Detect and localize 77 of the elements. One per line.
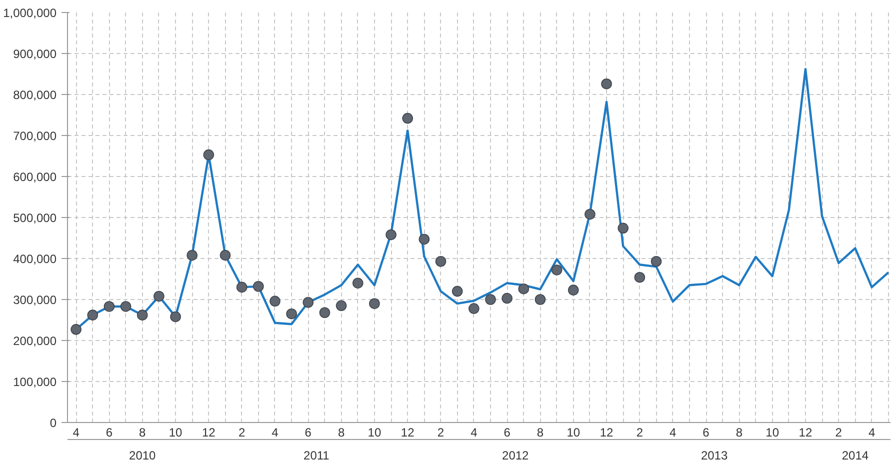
point bbox=[568, 284, 579, 296]
x-tick-label: 10 bbox=[766, 426, 780, 440]
point bbox=[70, 324, 82, 335]
y-tick-label: 1,000,000 bbox=[3, 6, 57, 20]
point bbox=[618, 222, 629, 234]
point bbox=[634, 272, 646, 283]
point bbox=[87, 310, 98, 320]
point bbox=[104, 301, 115, 312]
x-tick-label: 4 bbox=[670, 426, 677, 440]
x-tick-label: 8 bbox=[536, 426, 544, 440]
x-tick-label: 6 bbox=[106, 426, 113, 440]
point bbox=[534, 294, 546, 305]
x-tick-label: 8 bbox=[338, 426, 345, 440]
point bbox=[136, 310, 148, 320]
x-tick-label: 4 bbox=[272, 426, 279, 440]
x-tick-label: 10 bbox=[168, 426, 183, 440]
point bbox=[468, 303, 480, 314]
x-tick-label: 12 bbox=[798, 426, 812, 440]
x-tick-label: 6 bbox=[702, 426, 710, 440]
point bbox=[418, 234, 430, 245]
point bbox=[485, 294, 496, 305]
x-tick-label: 10 bbox=[566, 426, 580, 440]
y-tick-label: 100,000 bbox=[13, 375, 57, 389]
point bbox=[386, 229, 396, 240]
x-tick-label: 8 bbox=[736, 426, 743, 440]
y-tick-label: 800,000 bbox=[13, 88, 57, 102]
text: 2010 bbox=[129, 448, 156, 462]
point bbox=[369, 298, 380, 309]
y-tick-label: 200,000 bbox=[13, 334, 57, 348]
text: 2013 bbox=[700, 448, 728, 462]
x-tick-label: 2 bbox=[238, 426, 246, 440]
point bbox=[650, 256, 662, 267]
x-tick-label: 10 bbox=[368, 426, 382, 440]
point bbox=[186, 250, 198, 261]
point bbox=[402, 112, 414, 124]
x-tick-label: 4 bbox=[470, 426, 478, 440]
x-tick-label: 12 bbox=[400, 426, 415, 440]
x-tick-label: 2 bbox=[636, 426, 644, 440]
point bbox=[518, 283, 530, 294]
point bbox=[120, 301, 132, 312]
x-tick-label: 12 bbox=[202, 426, 216, 440]
point bbox=[319, 307, 330, 318]
text: 2014 bbox=[842, 448, 869, 462]
x-tick-label: 2 bbox=[835, 426, 842, 440]
point bbox=[220, 250, 231, 261]
x-tick-label: 12 bbox=[600, 426, 614, 440]
text: 2012 bbox=[502, 448, 530, 462]
point bbox=[336, 300, 347, 312]
point bbox=[601, 78, 612, 90]
point bbox=[452, 286, 463, 297]
point bbox=[154, 290, 164, 302]
point bbox=[551, 264, 562, 276]
x-tick-label: 6 bbox=[504, 426, 511, 440]
y-tick-label: 500,000 bbox=[13, 211, 57, 225]
x-tick-label: 4 bbox=[868, 426, 876, 440]
x-tick-label: 4 bbox=[72, 426, 80, 440]
point bbox=[253, 280, 264, 292]
y-tick-label: 600,000 bbox=[13, 170, 57, 184]
point bbox=[170, 311, 181, 322]
y-tick-label: 400,000 bbox=[13, 252, 57, 266]
y-tick-label: 0 bbox=[50, 416, 57, 430]
point bbox=[270, 296, 280, 307]
text: 2011 bbox=[304, 448, 330, 462]
x-tick-label: 8 bbox=[139, 426, 146, 440]
y-tick-label: 700,000 bbox=[13, 129, 57, 143]
point bbox=[236, 282, 248, 293]
point bbox=[502, 292, 512, 304]
point bbox=[435, 256, 446, 267]
point bbox=[352, 278, 364, 288]
point bbox=[286, 308, 297, 320]
point bbox=[302, 296, 314, 308]
point bbox=[203, 149, 214, 160]
y-tick-label: 300,000 bbox=[13, 293, 57, 307]
y-tick-label: 900,000 bbox=[13, 47, 57, 61]
x-tick-label: 6 bbox=[304, 426, 312, 440]
x-tick-label: 2 bbox=[437, 426, 444, 440]
point bbox=[584, 208, 596, 220]
